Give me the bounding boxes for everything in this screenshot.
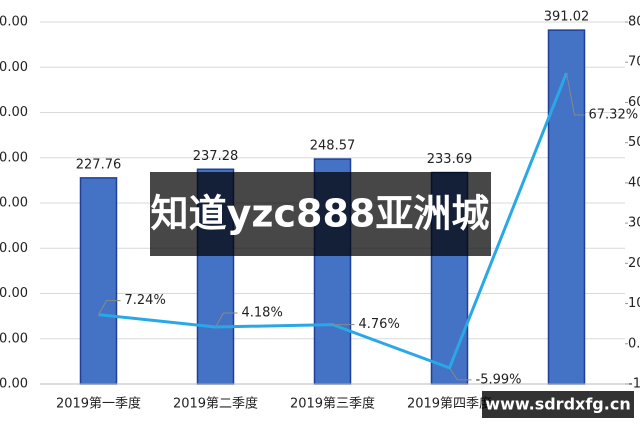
y2-tick-label: 50.00% xyxy=(628,135,640,150)
x-tick-label: 2019第一季度 xyxy=(56,396,141,412)
bar-value-label: 248.57 xyxy=(310,139,356,154)
line-value-label: 4.76% xyxy=(359,317,400,332)
y2-tick-label: 60.00% xyxy=(628,95,640,110)
y2-tick-label: -10.00% xyxy=(628,377,640,392)
bar-value-label: 227.76 xyxy=(76,157,122,172)
y-tick-label: 100.00 xyxy=(0,286,28,301)
bar-value-label: 391.02 xyxy=(544,10,590,25)
bar xyxy=(79,177,118,385)
y-tick-label: 200.00 xyxy=(0,196,28,211)
y-tick-label: 350.00 xyxy=(0,60,28,75)
site-box xyxy=(482,391,634,418)
leader-line xyxy=(215,312,238,328)
y2-tick-label: 10.00% xyxy=(628,296,640,311)
y-tick-label: 50.00 xyxy=(0,331,28,346)
y2-tick-label: 80.00% xyxy=(628,15,640,30)
line-value-label: 4.18% xyxy=(242,305,283,320)
leader-line xyxy=(566,72,585,116)
y-tick-label: 0.00 xyxy=(0,377,28,392)
line-value-label: 67.32% xyxy=(589,108,639,123)
y-tick-label: 250.00 xyxy=(0,150,28,165)
y-tick-label: 300.00 xyxy=(0,105,28,120)
leader-line xyxy=(449,367,472,381)
y2-tick-label: 30.00% xyxy=(628,216,640,231)
x-tick-label: 2019第四季度 xyxy=(407,396,492,412)
y2-tick-label: 0.00% xyxy=(628,336,640,351)
y-tick-label: 400.00 xyxy=(0,15,28,30)
y-tick-label: 150.00 xyxy=(0,241,28,256)
watermark: 知道yzc888亚洲城 xyxy=(151,192,490,236)
watermark-box xyxy=(150,172,491,256)
leader-line xyxy=(98,300,121,315)
bar-value-label: 237.28 xyxy=(193,149,239,164)
y2-tick-label: 20.00% xyxy=(628,256,640,271)
y2-tick-label: 40.00% xyxy=(628,175,640,190)
x-tick-label: 2019第二季度 xyxy=(173,396,258,412)
bar xyxy=(547,29,586,385)
site-label: www.sdrdxfg.cn xyxy=(485,395,630,414)
y2-tick-label: 70.00% xyxy=(628,55,640,70)
line-value-label: 7.24% xyxy=(125,293,166,308)
x-tick-label: 2019第三季度 xyxy=(290,396,375,412)
line-value-label: -5.99% xyxy=(476,372,522,387)
bar-value-label: 233.69 xyxy=(427,152,473,167)
